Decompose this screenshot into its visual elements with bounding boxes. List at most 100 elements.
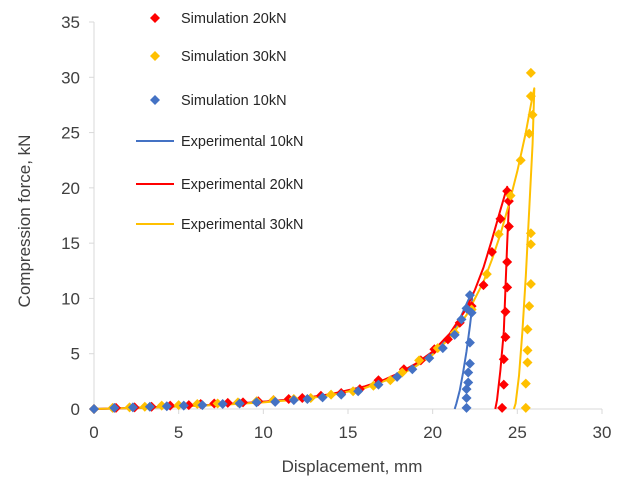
legend-label: Simulation 10kN — [181, 93, 287, 109]
data-point — [500, 332, 511, 343]
data-point — [527, 109, 538, 120]
data-point — [89, 404, 99, 414]
data-point — [353, 386, 364, 397]
legend-item-experimental-10kn: Experimental 10kN — [136, 134, 304, 150]
data-point — [525, 228, 536, 239]
data-point — [302, 394, 313, 405]
x-tick-label: 15 — [339, 423, 358, 442]
y-tick-label: 20 — [61, 179, 80, 198]
x-tick-label: 5 — [174, 423, 183, 442]
y-tick-label: 15 — [61, 234, 80, 253]
data-point — [424, 353, 435, 364]
plot-area — [89, 67, 538, 414]
legend-item-experimental-30kn: Experimental 30kN — [136, 217, 304, 233]
data-point — [288, 395, 299, 406]
data-point — [515, 155, 526, 166]
legend-item-simulation-20kn: Simulation 20kN — [150, 11, 287, 27]
data-point — [251, 397, 262, 408]
legend-item-simulation-10kn: Simulation 10kN — [150, 93, 287, 109]
data-point — [270, 396, 281, 407]
data-point — [478, 280, 489, 291]
data-point — [234, 398, 245, 409]
data-point — [178, 400, 189, 411]
y-tick-label: 35 — [61, 13, 80, 32]
data-point — [144, 401, 155, 412]
data-point — [217, 399, 228, 410]
data-point — [385, 375, 396, 386]
data-point — [464, 358, 475, 369]
data-point — [461, 384, 472, 395]
data-point — [525, 279, 536, 290]
data-point — [464, 337, 475, 348]
y-tick-label: 25 — [61, 124, 80, 143]
data-point — [197, 400, 208, 411]
data-point — [505, 190, 516, 201]
data-point — [463, 367, 474, 378]
series-line-experimental-10kn — [93, 291, 474, 410]
data-point — [461, 392, 472, 403]
data-point — [456, 314, 467, 325]
legend-marker — [150, 13, 160, 23]
legend-label: Simulation 20kN — [181, 11, 287, 27]
data-point — [432, 343, 443, 354]
data-point — [336, 389, 347, 400]
data-point — [486, 246, 497, 257]
data-point — [493, 229, 504, 240]
data-point — [502, 282, 513, 293]
data-point — [503, 221, 514, 232]
data-point — [127, 402, 138, 413]
data-point — [109, 402, 120, 413]
legend-item-simulation-30kn: Simulation 30kN — [150, 49, 287, 65]
data-point — [392, 371, 403, 382]
data-point — [520, 402, 531, 413]
data-point — [407, 364, 418, 375]
data-point — [442, 334, 453, 345]
x-tick-label: 30 — [593, 423, 612, 442]
data-point — [498, 354, 509, 365]
legend-marker — [150, 51, 160, 61]
data-point — [414, 355, 425, 366]
series-markers-simulation-10kn — [89, 290, 477, 414]
data-point — [497, 402, 508, 413]
x-tick-label: 10 — [254, 423, 273, 442]
y-axis-title: Compression force, kN — [15, 135, 34, 308]
axes: 0 5 10 15 20 25 30 35 0 5 10 15 20 25 30 — [61, 13, 611, 442]
data-point — [326, 389, 337, 400]
data-point — [348, 386, 359, 397]
legend-label: Simulation 30kN — [181, 49, 287, 65]
data-point — [373, 379, 384, 390]
data-point — [525, 239, 536, 250]
data-point — [317, 392, 328, 403]
legend-item-experimental-20kn: Experimental 20kN — [136, 177, 304, 193]
data-point — [481, 269, 492, 280]
data-point — [522, 357, 533, 368]
data-point — [449, 329, 460, 340]
data-point — [502, 256, 513, 267]
data-point — [437, 343, 448, 354]
data-point — [522, 345, 533, 356]
x-tick-label: 25 — [508, 423, 527, 442]
data-point — [525, 91, 536, 102]
x-tick-label: 20 — [423, 423, 442, 442]
data-point — [524, 128, 535, 139]
y-tick-label: 5 — [71, 345, 80, 364]
y-tick-label: 30 — [61, 68, 80, 87]
legend-label: Experimental 30kN — [181, 217, 304, 233]
legend: Simulation 20kN Simulation 30kN Simulation… — [136, 11, 304, 233]
legend-label: Experimental 20kN — [181, 177, 304, 193]
y-tick-label: 10 — [61, 289, 80, 308]
data-point — [520, 378, 531, 389]
data-point — [500, 306, 511, 317]
data-point — [498, 379, 509, 390]
data-point — [464, 290, 475, 301]
data-point — [525, 67, 536, 78]
y-tick-label: 0 — [71, 400, 80, 419]
legend-marker — [150, 95, 160, 105]
x-axis-title: Displacement, mm — [282, 457, 423, 476]
data-point — [466, 307, 477, 318]
x-tick-label: 0 — [89, 423, 98, 442]
data-point — [461, 402, 472, 413]
legend-label: Experimental 10kN — [181, 134, 304, 150]
